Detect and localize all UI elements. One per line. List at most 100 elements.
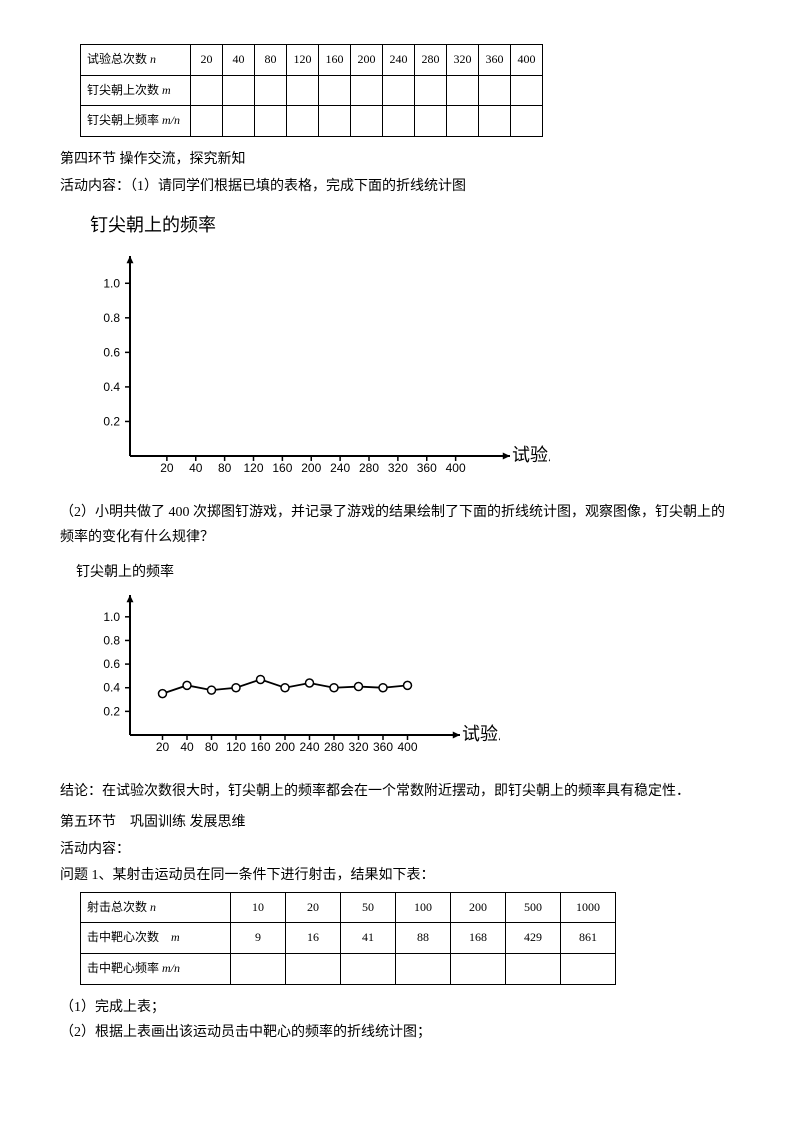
table-cell <box>511 75 543 106</box>
svg-text:40: 40 <box>180 740 194 754</box>
table-cell: 320 <box>447 45 479 76</box>
sub-question-1: （1）完成上表； <box>60 995 734 1020</box>
table-cell: 射击总次数 n <box>81 892 231 923</box>
svg-text:320: 320 <box>388 461 408 475</box>
table-cell: 16 <box>286 923 341 954</box>
svg-text:240: 240 <box>299 740 319 754</box>
svg-text:280: 280 <box>324 740 344 754</box>
svg-text:160: 160 <box>272 461 292 475</box>
svg-text:280: 280 <box>359 461 379 475</box>
table-cell: 429 <box>506 923 561 954</box>
svg-text:320: 320 <box>348 740 368 754</box>
table-cell: 击中靶心频率 m/n <box>81 954 231 985</box>
table-cell <box>351 106 383 137</box>
conclusion-text: 结论：在试验次数很大时，钉尖朝上的频率都会在一个常数附近摆动，即钉尖朝上的频率具… <box>60 779 734 804</box>
table-cell: 168 <box>451 923 506 954</box>
table-cell <box>415 75 447 106</box>
svg-text:0.8: 0.8 <box>103 634 120 648</box>
experiment-table: 试验总次数 n204080120160200240280320360400 钉尖… <box>80 44 543 137</box>
table-cell <box>447 75 479 106</box>
svg-text:0.2: 0.2 <box>103 704 120 718</box>
table-cell <box>451 954 506 985</box>
svg-text:200: 200 <box>301 461 321 475</box>
svg-text:240: 240 <box>330 461 350 475</box>
table-cell: 400 <box>511 45 543 76</box>
table-cell <box>319 75 351 106</box>
svg-text:1.0: 1.0 <box>103 610 120 624</box>
table-cell: 20 <box>191 45 223 76</box>
svg-text:试验总次数: 试验总次数 <box>462 724 500 744</box>
chart2-svg: 0.20.40.60.81.02040801201602002402803203… <box>70 585 500 765</box>
table-cell <box>351 75 383 106</box>
table-cell <box>287 106 319 137</box>
svg-text:20: 20 <box>160 461 174 475</box>
table-cell <box>396 954 451 985</box>
chart2-data-chart: 钉尖朝上的频率 0.20.40.60.81.020408012016020024… <box>70 560 734 765</box>
table-cell <box>479 75 511 106</box>
table-cell: 360 <box>479 45 511 76</box>
svg-text:400: 400 <box>446 461 466 475</box>
svg-text:80: 80 <box>205 740 219 754</box>
table-cell: 41 <box>341 923 396 954</box>
chart1-svg: 0.20.40.60.81.02040801201602002402803203… <box>70 246 550 486</box>
table-cell <box>255 75 287 106</box>
svg-text:120: 120 <box>243 461 263 475</box>
table-cell: 试验总次数 n <box>81 45 191 76</box>
svg-text:0.6: 0.6 <box>103 657 120 671</box>
table-cell: 160 <box>319 45 351 76</box>
table-cell <box>223 75 255 106</box>
svg-text:0.6: 0.6 <box>103 345 120 359</box>
svg-text:40: 40 <box>189 461 203 475</box>
table-cell: 200 <box>451 892 506 923</box>
table-cell <box>511 106 543 137</box>
table-cell: 200 <box>351 45 383 76</box>
svg-text:160: 160 <box>250 740 270 754</box>
svg-text:1.0: 1.0 <box>103 276 120 290</box>
table-cell <box>319 106 351 137</box>
table-cell <box>341 954 396 985</box>
svg-text:试验总次数: 试验总次数 <box>512 445 550 465</box>
table-cell: 钉尖朝上次数 m <box>81 75 191 106</box>
table-cell <box>255 106 287 137</box>
table-cell: 1000 <box>561 892 616 923</box>
svg-text:400: 400 <box>397 740 417 754</box>
table-cell: 280 <box>415 45 447 76</box>
shooting-table: 射击总次数 n1020501002005001000 击中靶心次数 m91641… <box>80 892 616 985</box>
chart2-title: 钉尖朝上的频率 <box>76 560 734 585</box>
table-cell <box>191 106 223 137</box>
svg-text:0.4: 0.4 <box>103 379 120 393</box>
svg-text:0.8: 0.8 <box>103 310 120 324</box>
table-cell <box>287 75 319 106</box>
table-cell <box>231 954 286 985</box>
table-cell: 861 <box>561 923 616 954</box>
svg-text:200: 200 <box>275 740 295 754</box>
table-cell <box>191 75 223 106</box>
svg-text:360: 360 <box>373 740 393 754</box>
table-cell <box>415 106 447 137</box>
chart1-empty-axes: 钉尖朝上的频率 0.2 0.4 0.6 0.8 1.0 20 40 80 120 160 200 24… <box>70 209 734 485</box>
table-cell: 100 <box>396 892 451 923</box>
table-cell: 240 <box>383 45 415 76</box>
table-cell: 500 <box>506 892 561 923</box>
svg-text:80: 80 <box>218 461 232 475</box>
section5-title: 第五环节 巩固训练 发展思维 <box>60 810 734 835</box>
chart1-title: 钉尖朝上的频率 <box>90 209 734 241</box>
table-cell: 击中靶心次数 m <box>81 923 231 954</box>
table-cell <box>383 106 415 137</box>
question1-label: 问题 1、某射击运动员在同一条件下进行射击，结果如下表： <box>60 863 734 888</box>
table-cell <box>506 954 561 985</box>
table-cell: 50 <box>341 892 396 923</box>
table-cell: 80 <box>255 45 287 76</box>
table-cell <box>286 954 341 985</box>
section5-activity: 活动内容： <box>60 837 734 862</box>
table-cell: 9 <box>231 923 286 954</box>
section4-activity: 活动内容：（1）请同学们根据已填的表格，完成下面的折线统计图 <box>60 174 734 199</box>
table-cell <box>223 106 255 137</box>
svg-text:120: 120 <box>226 740 246 754</box>
table-cell: 钉尖朝上频率 m/n <box>81 106 191 137</box>
table-cell: 88 <box>396 923 451 954</box>
table-cell: 10 <box>231 892 286 923</box>
svg-text:0.2: 0.2 <box>103 414 120 428</box>
table-cell <box>561 954 616 985</box>
table-cell <box>383 75 415 106</box>
